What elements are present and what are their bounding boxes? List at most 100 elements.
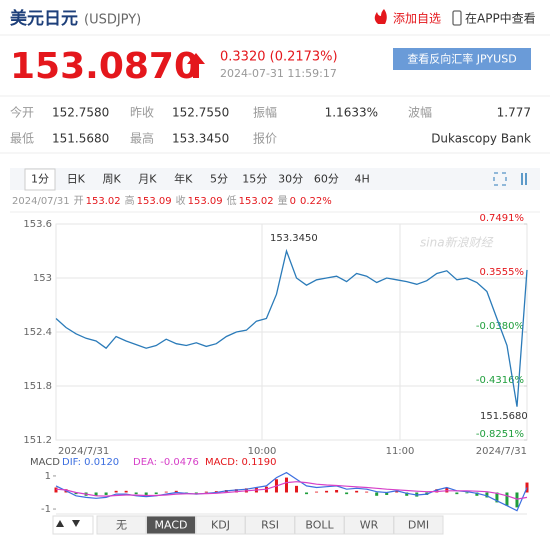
indicator-tab-bg[interactable] bbox=[393, 515, 444, 535]
y-tick-label: 152.4 bbox=[23, 327, 52, 338]
stat-label: 报价 bbox=[253, 131, 277, 146]
period-tab[interactable]: 30分 bbox=[278, 173, 303, 186]
macd-bar bbox=[405, 492, 409, 496]
stat-label: 昨收 bbox=[130, 106, 154, 120]
period-tab[interactable]: 1分 bbox=[31, 173, 49, 186]
macd-bar bbox=[54, 487, 58, 493]
macd-bar bbox=[295, 485, 299, 493]
indicator-tab[interactable]: DMI bbox=[408, 519, 429, 532]
info-pct: 0.22% bbox=[300, 196, 332, 207]
info-value: 0 bbox=[290, 196, 296, 207]
info-date: 2024/07/31 bbox=[12, 196, 70, 207]
stat-value: 153.3450 bbox=[172, 132, 229, 146]
macd-bar bbox=[204, 491, 208, 493]
max-annotation: 153.3450 bbox=[270, 233, 318, 244]
period-tab[interactable]: 5分 bbox=[210, 173, 228, 186]
y2-tick-label: -0.8251% bbox=[476, 429, 524, 440]
info-value: 153.09 bbox=[188, 196, 223, 207]
period-tab[interactable]: 月K bbox=[138, 173, 157, 186]
info-label: 高 bbox=[125, 194, 135, 207]
info-label: 低 bbox=[227, 194, 237, 207]
macd-title: MACD bbox=[30, 457, 60, 468]
reverse-rate-label[interactable]: 查看反向汇率 JPYUSD bbox=[407, 52, 516, 66]
period-tab[interactable]: 60分 bbox=[314, 173, 339, 186]
ohlc-info: 2024/07/31 开 153.02 高 153.09 收 153.09 低 153.02 量 0… bbox=[12, 194, 332, 207]
y2-tick-label: 0.3555% bbox=[480, 267, 525, 278]
period-tab[interactable]: 年K bbox=[174, 172, 193, 186]
x-tick-label: 10:00 bbox=[248, 446, 277, 457]
stat-label: 今开 bbox=[10, 105, 34, 120]
min-annotation: 151.5680 bbox=[480, 411, 528, 422]
macd-bar bbox=[435, 489, 439, 493]
watermark: sina新浪财经 bbox=[420, 236, 495, 250]
info-label: 收 bbox=[176, 194, 186, 207]
reverse-rate-button[interactable] bbox=[393, 48, 531, 70]
stat-value: Dukascopy Bank bbox=[431, 132, 531, 146]
info-label: 量 bbox=[278, 195, 288, 207]
settings-icon[interactable] bbox=[521, 173, 527, 185]
macd-bar bbox=[284, 477, 288, 493]
fullscreen-icon[interactable] bbox=[493, 172, 507, 186]
macd-bar bbox=[305, 492, 309, 495]
macd-bar bbox=[505, 492, 509, 506]
stat-label: 最高 bbox=[130, 131, 154, 146]
macd-bar bbox=[355, 490, 359, 493]
y-tick-label: 153 bbox=[33, 273, 52, 284]
macd-bar bbox=[74, 492, 78, 495]
period-tab[interactable]: 周K bbox=[102, 173, 121, 186]
stat-label: 波幅 bbox=[408, 105, 432, 120]
fire-icon bbox=[374, 9, 387, 24]
stat-value: 151.5680 bbox=[52, 132, 109, 146]
period-tab[interactable]: 日K bbox=[67, 173, 86, 186]
macd-bar bbox=[465, 492, 469, 494]
open-in-app[interactable]: 在APP中查看 bbox=[465, 11, 536, 26]
macd-bar bbox=[134, 492, 138, 495]
x-tick-label: 11:00 bbox=[386, 446, 415, 457]
period-tab[interactable]: 4H bbox=[355, 173, 370, 186]
indicator-tab[interactable]: 无 bbox=[116, 519, 127, 532]
period-tab-selected bbox=[24, 168, 56, 191]
macd-bar bbox=[485, 492, 489, 498]
stat-value: 1.777 bbox=[497, 106, 531, 120]
macd-bar bbox=[234, 489, 238, 493]
period-bar bbox=[10, 168, 540, 190]
scroll-down-button[interactable] bbox=[72, 520, 80, 527]
macd-bar bbox=[144, 492, 148, 495]
macd-bar bbox=[455, 492, 459, 495]
x-tick-label: 2024/7/31 bbox=[476, 446, 527, 457]
scroll-up-button[interactable] bbox=[56, 520, 64, 527]
macd-bar bbox=[375, 492, 379, 496]
y-tick-label: 153.6 bbox=[23, 219, 52, 230]
info-value: 153.02 bbox=[239, 196, 274, 207]
macd-bar bbox=[174, 490, 178, 493]
macd-bar bbox=[395, 490, 399, 493]
up-arrow bbox=[187, 53, 205, 78]
add-watchlist[interactable]: 添加自选 bbox=[393, 12, 441, 26]
indicator-tab[interactable]: BOLL bbox=[305, 519, 334, 532]
indicator-tab[interactable]: MACD bbox=[155, 519, 188, 532]
macd-legend: DEA: -0.0476 bbox=[133, 457, 199, 468]
price: 153.0870 bbox=[10, 46, 199, 87]
price-line bbox=[55, 248, 528, 407]
macd-bar bbox=[365, 491, 369, 493]
period-tab[interactable]: 15分 bbox=[242, 173, 267, 186]
macd-bar bbox=[515, 492, 519, 508]
scroll-buttons-frame bbox=[52, 515, 94, 535]
stat-label: 最低 bbox=[10, 132, 34, 146]
macd-bar bbox=[335, 490, 339, 493]
indicator-tab[interactable]: WR bbox=[360, 519, 379, 532]
macd-tick-label: 1 bbox=[45, 471, 51, 482]
indicator-tab[interactable]: RSI bbox=[261, 519, 279, 532]
macd-tick-label: -1 bbox=[41, 504, 51, 515]
macd-bar bbox=[154, 492, 158, 495]
macd-bar bbox=[94, 492, 98, 496]
indicator-tab[interactable]: KDJ bbox=[211, 519, 230, 532]
page-title: 美元日元 bbox=[10, 8, 78, 29]
stat-label: 振幅 bbox=[253, 105, 277, 120]
macd-bar bbox=[214, 491, 218, 493]
stat-value: 152.7580 bbox=[52, 106, 109, 120]
macd-legend: MACD: 0.1190 bbox=[205, 457, 277, 468]
macd-bar bbox=[104, 492, 108, 495]
macd-bar bbox=[345, 492, 349, 495]
